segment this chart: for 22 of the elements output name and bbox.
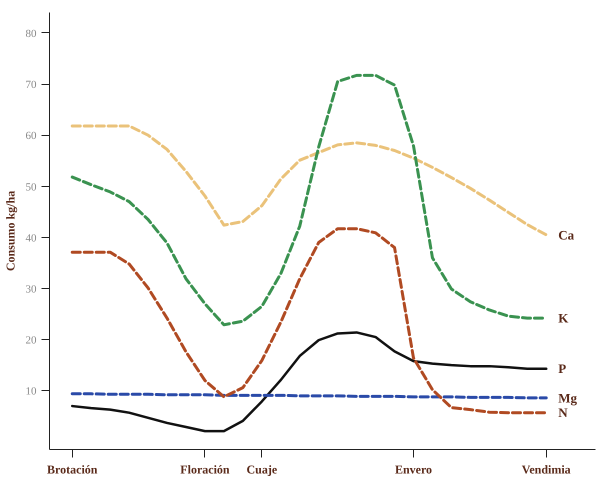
x-tick-label: Cuaje [246, 462, 278, 476]
y-tick-label: 40 [26, 232, 37, 244]
x-tick-label: Brotación [47, 462, 98, 476]
y-axis-title: Consumo kg/ha [4, 190, 18, 272]
y-tick-label: 50 [26, 181, 37, 194]
line-series [70, 124, 548, 236]
series-label: K [558, 310, 570, 326]
y-tick-label: 10 [26, 386, 37, 398]
y-tick-label: 70 [26, 79, 37, 92]
y-tick-label: 60 [26, 130, 37, 142]
x-tick-label: Envero [394, 462, 432, 476]
x-tick-label: Floración [180, 462, 230, 476]
y-tick-label: 80 [26, 28, 37, 40]
x-tick-label: Vendimia [522, 462, 571, 476]
series-label: P [558, 361, 566, 376]
series-label: N [558, 405, 568, 420]
line-series [70, 227, 548, 414]
series-label: Mg [558, 390, 578, 406]
series-label: Ca [558, 227, 575, 242]
y-tick-label: 30 [26, 284, 37, 296]
y-tick-label: 20 [26, 334, 37, 347]
line-series [71, 331, 548, 432]
